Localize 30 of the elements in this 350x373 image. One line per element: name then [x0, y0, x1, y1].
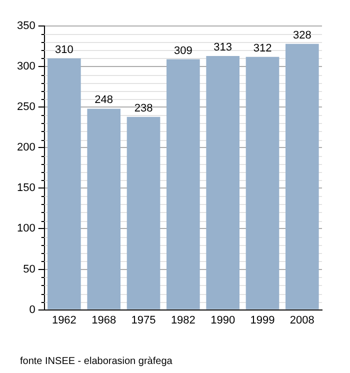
- data-label: 309: [174, 44, 192, 57]
- y-tick-label: 150: [16, 182, 36, 194]
- y-tick-label: 350: [16, 20, 36, 32]
- y-tick-label: 50: [23, 263, 36, 276]
- y-tick-label: 300: [16, 60, 36, 73]
- bar: [126, 116, 160, 310]
- x-tick-label: 1975: [131, 314, 156, 326]
- x-tick-label: 1962: [52, 314, 76, 326]
- bar: [48, 58, 81, 310]
- data-label: 313: [214, 42, 232, 54]
- y-tick-label: 100: [16, 222, 36, 235]
- data-label: 328: [292, 29, 312, 42]
- data-label: 312: [253, 42, 272, 54]
- x-tick-label: 1999: [250, 314, 275, 326]
- bar: [87, 108, 121, 310]
- x-tick-label: 1968: [92, 314, 116, 326]
- x-tick-label: 1990: [210, 314, 236, 326]
- bar: [206, 56, 240, 310]
- x-tick-label: 1982: [170, 314, 196, 326]
- bar: [246, 56, 280, 310]
- data-label: 310: [55, 44, 74, 56]
- source-note: fonte INSEE - elaborasion gràfega: [20, 356, 173, 367]
- data-label: 238: [134, 102, 153, 114]
- bar: [286, 44, 319, 310]
- y-tick-label: 250: [16, 101, 36, 114]
- x-tick-label: 2008: [290, 314, 314, 326]
- y-tick-label: 0: [29, 304, 36, 316]
- y-tick-label: 200: [16, 142, 36, 154]
- data-label: 248: [94, 94, 114, 106]
- bar: [166, 59, 200, 310]
